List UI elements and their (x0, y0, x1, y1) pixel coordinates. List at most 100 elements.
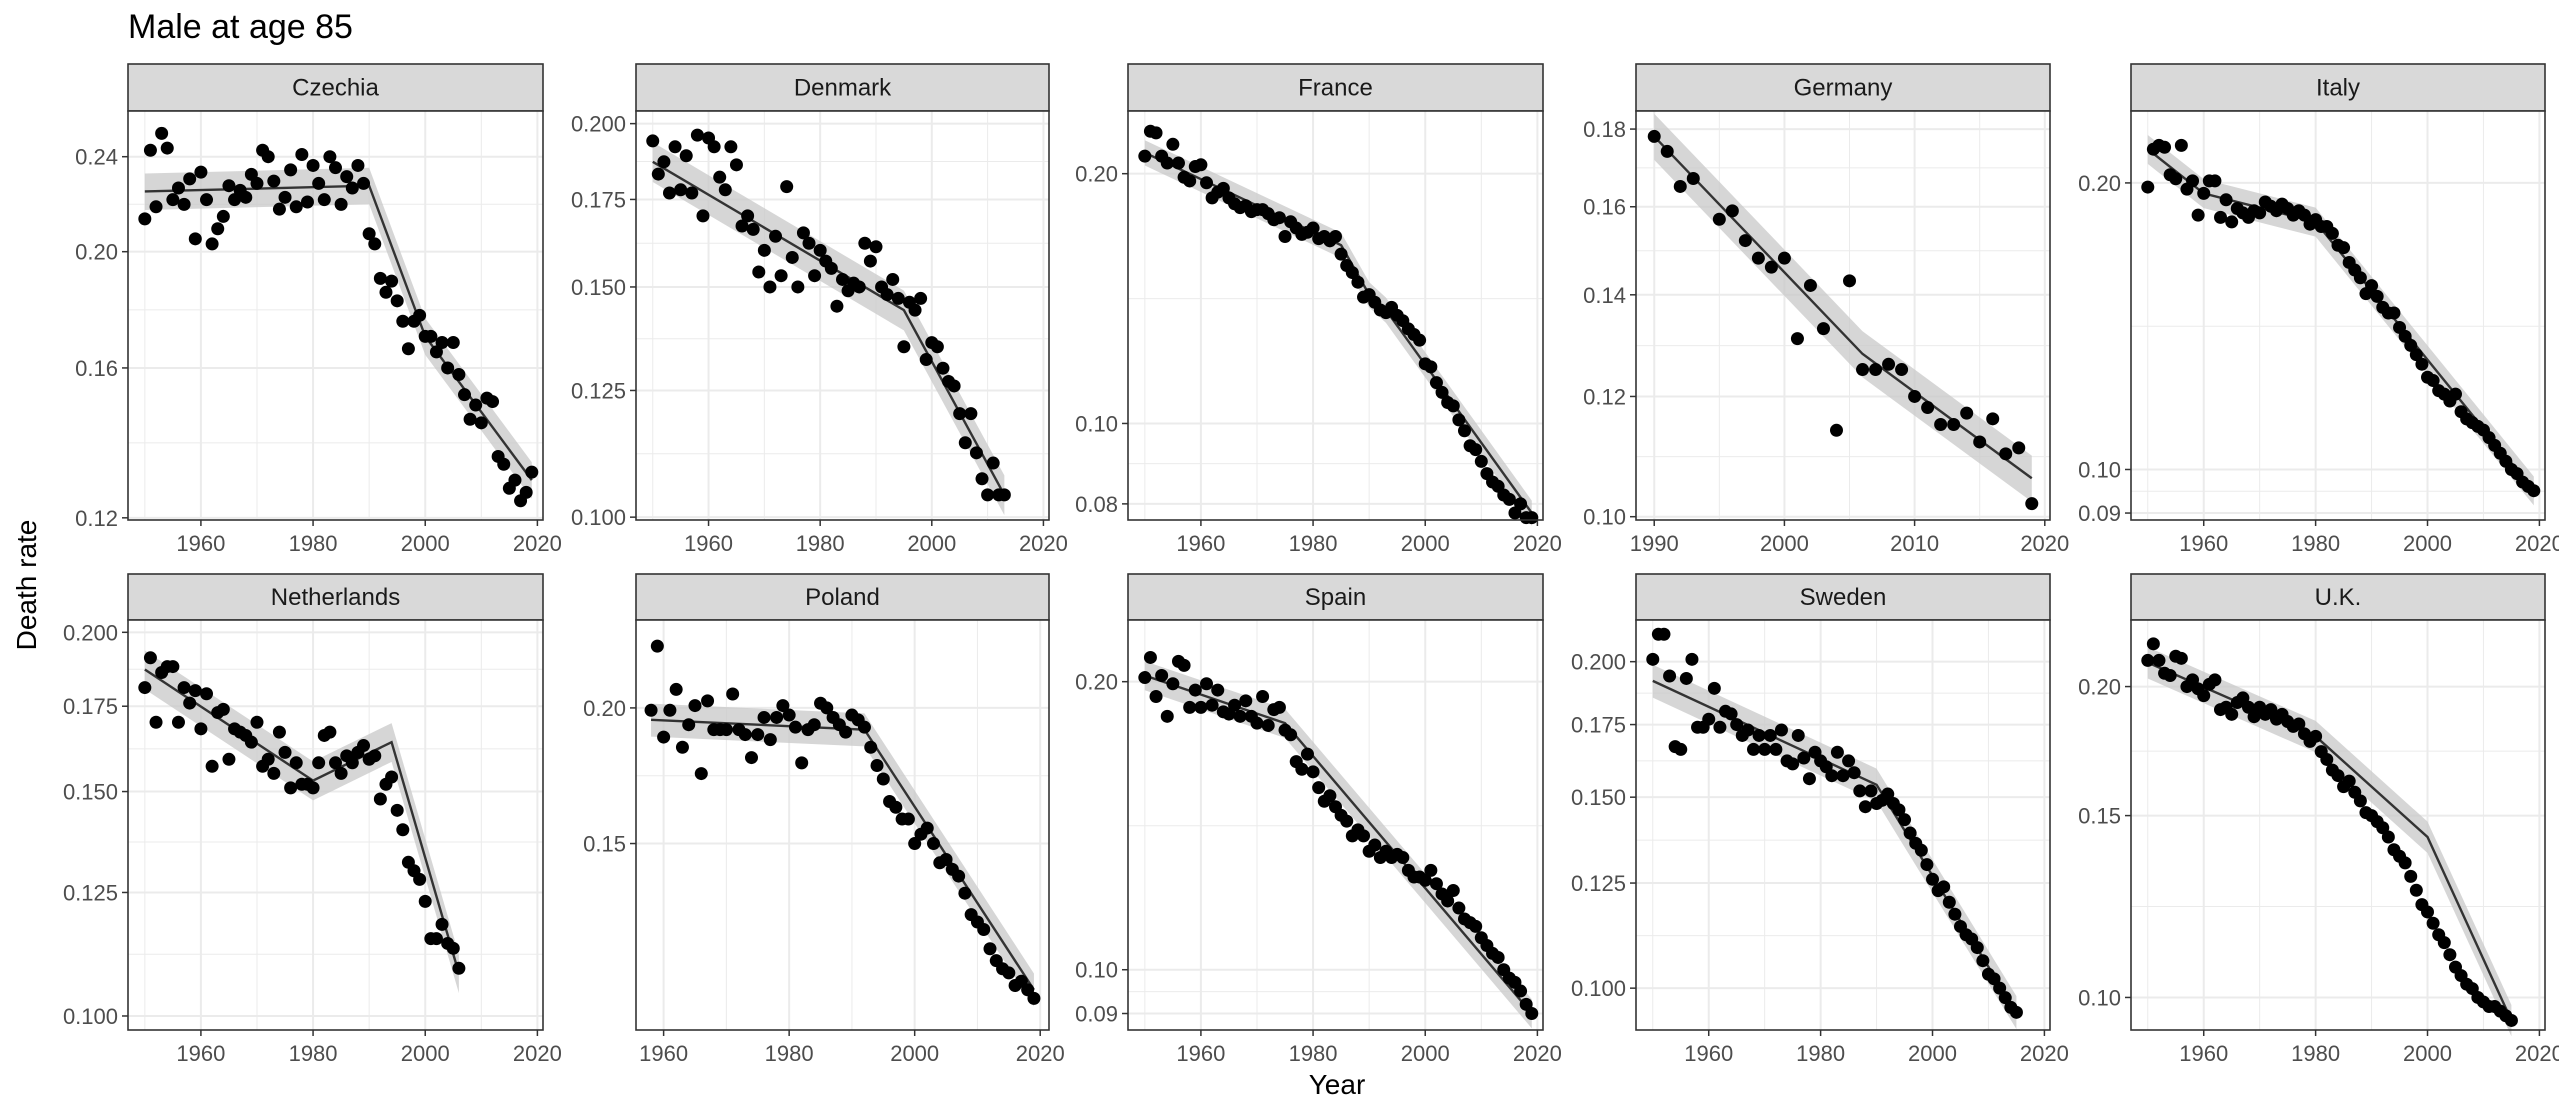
data-point (396, 314, 410, 328)
data-point (250, 715, 264, 729)
data-point (351, 158, 365, 172)
data-point (977, 922, 991, 936)
data-point (947, 379, 961, 393)
data-point (1921, 401, 1935, 415)
data-point (300, 195, 314, 209)
data-point (452, 367, 466, 381)
data-point (774, 269, 788, 283)
data-point (519, 485, 533, 499)
data-point (870, 759, 884, 773)
x-tick-label: 2020 (1513, 1041, 1562, 1066)
data-point (1418, 873, 1432, 887)
y-tick-label: 0.16 (1583, 195, 1626, 220)
data-point (2012, 441, 2026, 455)
y-tick-label: 0.150 (571, 275, 626, 300)
data-point (1674, 742, 1688, 756)
data-point (1452, 413, 1466, 427)
data-point (143, 143, 157, 157)
data-point (738, 728, 752, 742)
data-point (1306, 221, 1320, 235)
data-point (267, 766, 281, 780)
y-axis-title: Death rate (11, 520, 42, 651)
data-point (718, 183, 732, 197)
data-point (919, 353, 933, 367)
strip-label-spain: Spain (1305, 584, 1366, 611)
data-point (1306, 765, 1320, 779)
data-point (802, 236, 816, 250)
data-point (675, 740, 689, 754)
y-tick-label: 0.100 (571, 505, 626, 530)
data-point (1323, 789, 1337, 803)
data-point (2437, 936, 2451, 950)
data-point (222, 752, 236, 766)
data-point (769, 229, 783, 243)
data-point (1660, 144, 1674, 158)
data-point (857, 720, 871, 734)
data-point (657, 730, 671, 744)
y-tick-label: 0.200 (571, 112, 626, 137)
data-point (1166, 137, 1180, 151)
data-point (1646, 652, 1660, 666)
panel-border-spain (1127, 619, 1544, 1031)
confidence-band-poland (651, 703, 1034, 1007)
data-point (1746, 742, 1760, 756)
data-point (858, 236, 872, 250)
x-tick-label: 2000 (2403, 531, 2452, 556)
data-point (216, 702, 230, 716)
strip-poland (635, 573, 1050, 621)
data-point (1340, 814, 1354, 828)
data-point (340, 170, 354, 184)
y-tick-label: 0.15 (2078, 804, 2121, 829)
data-point (1853, 784, 1867, 798)
strip-czechia (127, 63, 544, 112)
panel-sweden: Sweden 1960 1980 2000 2020 0.100 0.125 0.150 0.1… (1571, 573, 2069, 1066)
data-point (138, 212, 152, 226)
data-point (770, 710, 784, 724)
data-point (2409, 348, 2423, 362)
data-point (441, 361, 455, 375)
data-point (177, 197, 191, 211)
strip-label-netherlands: Netherlands (271, 584, 400, 611)
data-point (1774, 723, 1788, 737)
data-point (2415, 357, 2429, 371)
data-point (2163, 668, 2177, 682)
x-tick-label: 1980 (289, 1041, 338, 1066)
data-point (1138, 149, 1152, 163)
x-tick-label: 1960 (1176, 1041, 1225, 1066)
strip-label-germany: Germany (1794, 75, 1893, 102)
strip-italy (2130, 63, 2546, 112)
data-point (1160, 709, 1174, 723)
data-point (651, 167, 665, 181)
strip-netherlands (127, 573, 544, 621)
y-tick-label: 0.150 (1571, 785, 1626, 810)
x-tick-label: 2000 (907, 531, 956, 556)
data-point (891, 291, 905, 305)
data-point (2225, 707, 2239, 721)
data-point (188, 232, 202, 246)
data-point (650, 639, 664, 653)
data-point (329, 756, 342, 770)
panel-u-k: U.K. 1960 1980 2000 2020 0.10 0.15 0.20 (2078, 573, 2559, 1066)
data-point (1424, 863, 1438, 877)
data-point (1239, 694, 1253, 708)
data-point (757, 243, 771, 257)
data-point (1998, 991, 2012, 1005)
data-point (886, 272, 900, 286)
data-point (735, 219, 749, 233)
data-point (2331, 769, 2345, 783)
y-tick-label: 0.20 (2078, 171, 2121, 196)
data-point (1892, 803, 1906, 817)
data-point (1970, 941, 1984, 955)
data-point (2387, 306, 2401, 320)
data-point (1741, 723, 1755, 737)
data-point (1914, 843, 1928, 857)
data-point (1211, 683, 1225, 697)
x-tick-label: 1960 (639, 1041, 688, 1066)
data-point (2141, 653, 2155, 667)
data-point (413, 872, 427, 886)
data-point (836, 272, 849, 286)
data-point (418, 894, 432, 908)
data-point (2353, 794, 2367, 808)
x-tick-label: 1980 (289, 531, 338, 556)
y-tick-label: 0.10 (1075, 958, 1118, 983)
